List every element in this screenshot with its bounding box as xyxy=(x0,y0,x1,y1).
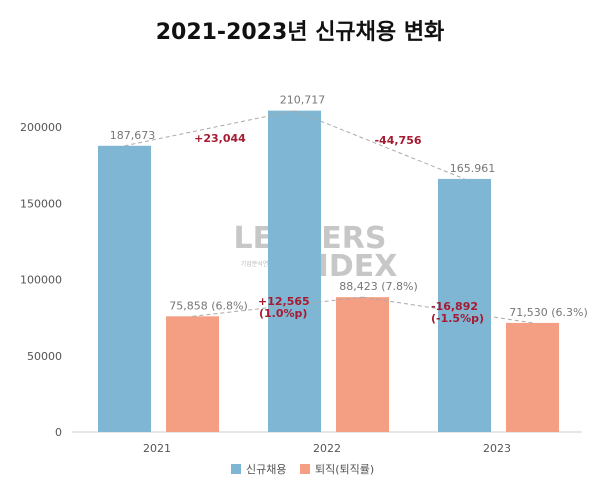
bar-hires-2023 xyxy=(438,178,491,432)
trend-line-hires xyxy=(294,110,465,180)
data-label-hires: 187,673 xyxy=(110,129,156,142)
x-tick-label: 2023 xyxy=(483,442,511,455)
bar-hires-2021 xyxy=(98,145,151,432)
trend-line-retire xyxy=(192,296,363,317)
bar-retire-2023 xyxy=(506,322,559,432)
change-label-retire: (1.0%p) xyxy=(259,307,307,320)
y-tick-label: 150000 xyxy=(20,197,62,210)
data-label-retire: 75,858 (6.8%) xyxy=(169,299,248,312)
y-tick-label: 100000 xyxy=(20,274,62,287)
change-label-hires: +23,044 xyxy=(194,132,246,145)
y-tick-label: 50000 xyxy=(27,350,62,363)
x-tick-label: 2022 xyxy=(313,442,341,455)
bar-retire-2022 xyxy=(336,297,389,432)
chart-title: 2021-2023년 신규채용 변화 xyxy=(155,20,445,45)
watermark-subtitle: 기업분석연구소 xyxy=(241,260,280,268)
change-label-retire: -16,892 xyxy=(431,300,478,313)
data-label-hires: 210,717 xyxy=(280,94,326,107)
change-label-retire: +12,565 xyxy=(258,295,310,308)
data-label-hires: 165.961 xyxy=(450,162,496,175)
bar-hires-2022 xyxy=(268,110,321,432)
y-tick-label: 0 xyxy=(55,426,62,439)
data-label-retire: 71,530 (6.3%) xyxy=(509,306,588,319)
bar-retire-2021 xyxy=(166,316,219,432)
data-label-retire: 88,423 (7.8%) xyxy=(339,280,418,293)
trend-line-hires xyxy=(124,110,295,147)
y-tick-label: 200000 xyxy=(20,121,62,134)
x-tick-label: 2021 xyxy=(143,442,171,455)
legend-label-retire: 퇴직(퇴직률) xyxy=(315,463,374,476)
trend-line-retire xyxy=(362,296,533,324)
legend-swatch-retire xyxy=(300,464,310,474)
legend-label-hires: 신규채용 xyxy=(246,463,286,476)
change-label-retire: (-1.5%p) xyxy=(431,312,484,325)
change-label-hires: -44,756 xyxy=(374,134,421,147)
legend-swatch-hires xyxy=(231,464,241,474)
